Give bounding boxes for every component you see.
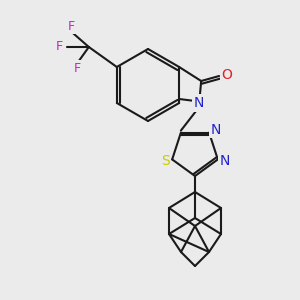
- Text: N: N: [211, 123, 221, 136]
- Text: F: F: [73, 61, 80, 74]
- Text: N: N: [220, 154, 230, 168]
- Text: O: O: [222, 68, 232, 82]
- Text: F: F: [55, 40, 62, 53]
- Text: N: N: [194, 96, 204, 110]
- Text: F: F: [67, 20, 74, 32]
- Text: S: S: [161, 154, 170, 168]
